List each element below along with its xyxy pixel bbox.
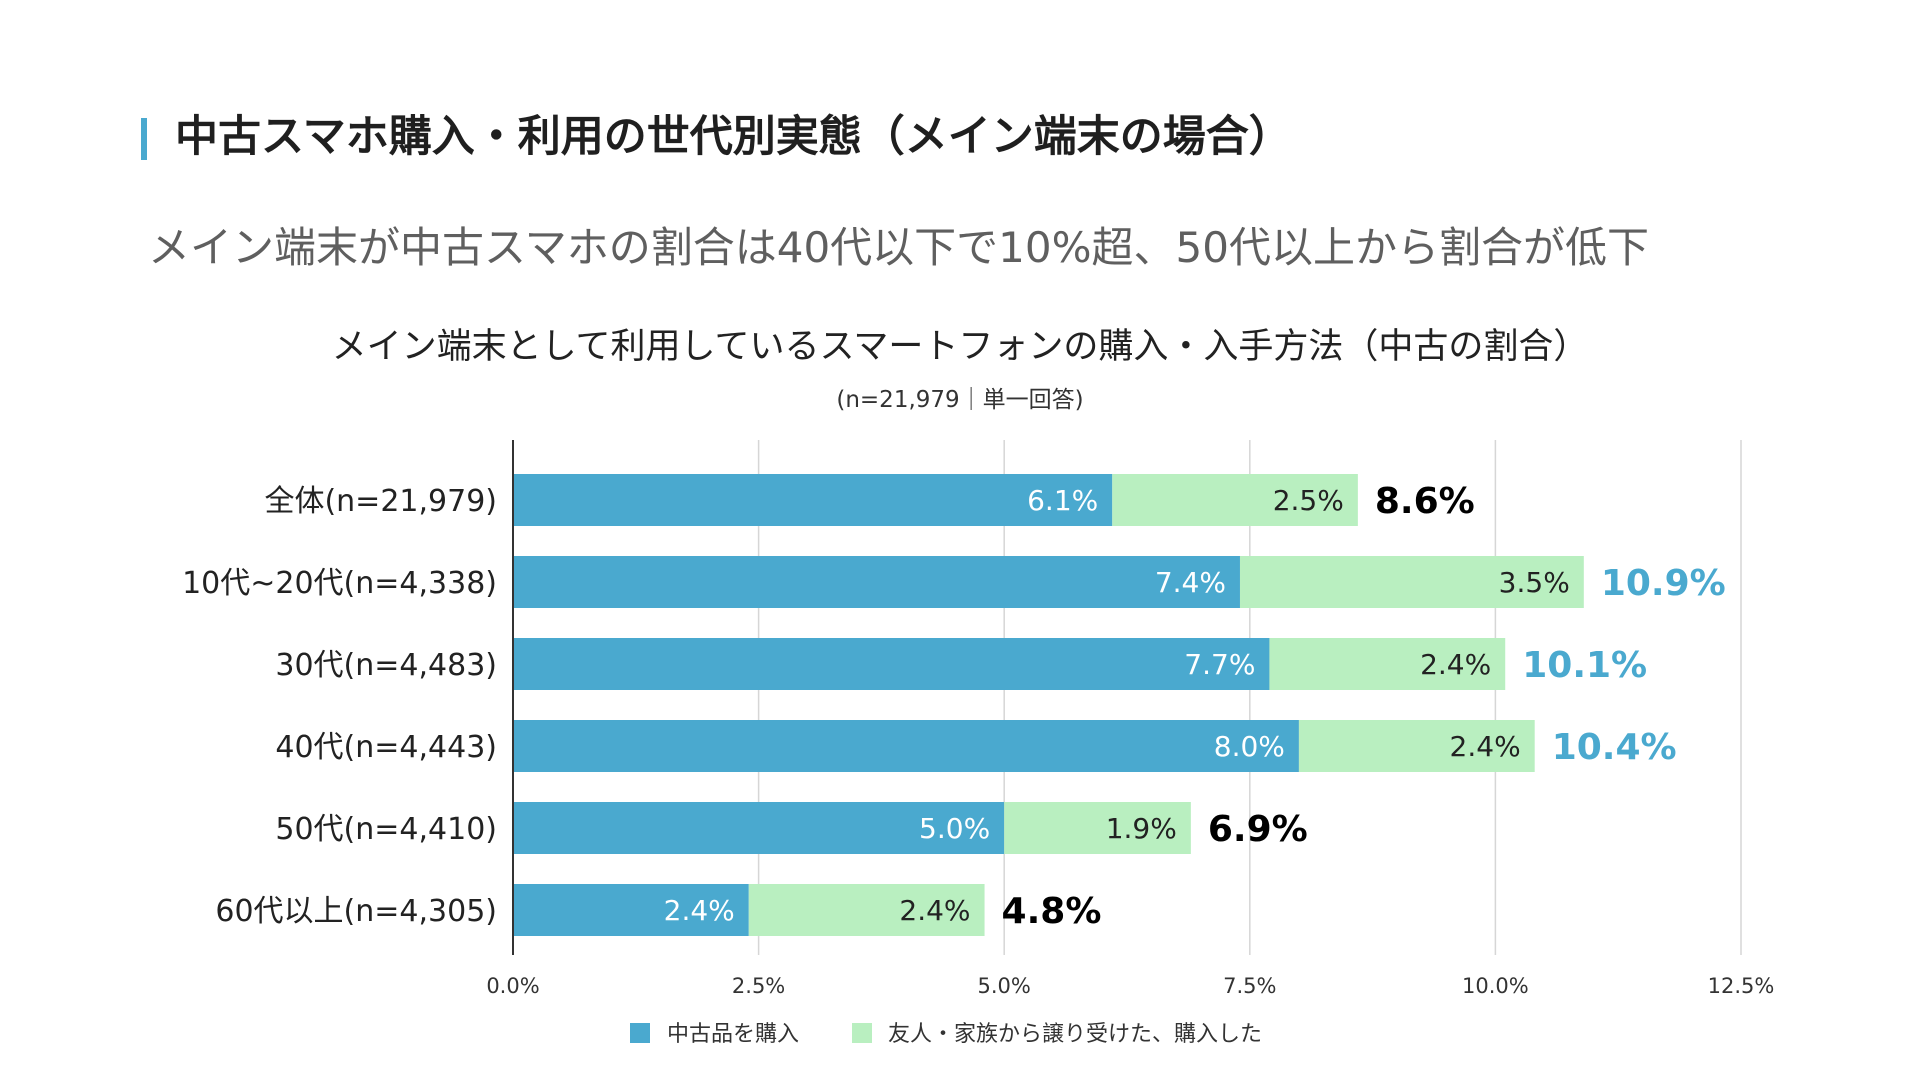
bar-used-purchase [513, 720, 1299, 772]
bar-handed-down [748, 884, 985, 936]
chart-subtitle: (n=21,979｜単一回答) [836, 387, 1083, 413]
legend-label: 中古品を購入 [667, 1022, 799, 1047]
total-label: 8.6% [1375, 481, 1475, 522]
category-label: 40代(n=4,443) [275, 730, 497, 765]
x-tick-label: 2.5% [732, 974, 785, 998]
category-label: 60代以上(n=4,305) [215, 894, 497, 929]
x-tick-label: 7.5% [1223, 974, 1276, 998]
bar-used-purchase [513, 802, 1005, 854]
bar-value-label: 7.4% [1155, 566, 1226, 599]
slide-title: 中古スマホ購入・利用の世代別実態（メイン端末の場合） [175, 112, 1292, 162]
slide-subtitle: メイン端末が中古スマホの割合は40代以下で10%超、50代以上から割合が低下 [148, 223, 1649, 272]
bar-used-purchase [513, 638, 1270, 690]
legend-swatch-used-purchase [630, 1023, 650, 1043]
bar-value-label: 2.4% [1450, 730, 1521, 763]
bar-handed-down [1298, 720, 1535, 772]
total-label: 4.8% [1002, 891, 1102, 932]
bar-used-purchase [513, 884, 749, 936]
bar-value-label: 3.5% [1499, 566, 1570, 599]
bar-value-label: 7.7% [1184, 648, 1255, 681]
bar-used-purchase [513, 474, 1113, 526]
total-label: 6.9% [1208, 809, 1308, 850]
x-tick-label: 12.5% [1708, 974, 1775, 998]
legend-label: 友人・家族から譲り受けた、購入した [888, 1022, 1262, 1047]
chart-title: メイン端末として利用しているスマートフォンの購入・入手方法（中古の割合） [332, 327, 1589, 367]
category-label: 50代(n=4,410) [275, 812, 497, 847]
bar-value-label: 8.0% [1214, 730, 1285, 763]
bar-value-label: 2.5% [1273, 484, 1344, 517]
total-label: 10.1% [1522, 645, 1647, 686]
bar-handed-down [1004, 802, 1191, 854]
category-label: 10代~20代(n=4,338) [182, 566, 497, 601]
bar-value-label: 2.4% [899, 894, 970, 927]
x-tick-label: 5.0% [978, 974, 1031, 998]
legend-swatch-handed-down [852, 1023, 872, 1043]
x-tick-label: 0.0% [486, 974, 539, 998]
bar-handed-down [1269, 638, 1506, 690]
bar-value-label: 1.9% [1106, 812, 1177, 845]
legend: 中古品を購入 友人・家族から譲り受けた、購入した [630, 1022, 1262, 1047]
bar-handed-down [1112, 474, 1358, 526]
category-label: 30代(n=4,483) [275, 648, 497, 683]
bar-handed-down [1239, 556, 1584, 608]
title-accent-bar [141, 118, 147, 160]
bars: 全体(n=21,979) 6.1% 2.5% 8.6% 10代~20代(n=4,338)… [182, 474, 1726, 936]
bar-used-purchase [513, 556, 1240, 608]
bar-value-label: 2.4% [664, 894, 735, 927]
bar-value-label: 6.1% [1027, 484, 1098, 517]
total-label: 10.4% [1552, 727, 1677, 768]
bar-value-label: 2.4% [1420, 648, 1491, 681]
category-label: 全体(n=21,979) [264, 484, 497, 519]
axes: 0.0% 2.5% 5.0% 7.5% 10.0% 12.5% [486, 440, 1774, 998]
x-tick-label: 10.0% [1462, 974, 1529, 998]
bar-value-label: 5.0% [919, 812, 990, 845]
total-label: 10.9% [1601, 563, 1726, 604]
